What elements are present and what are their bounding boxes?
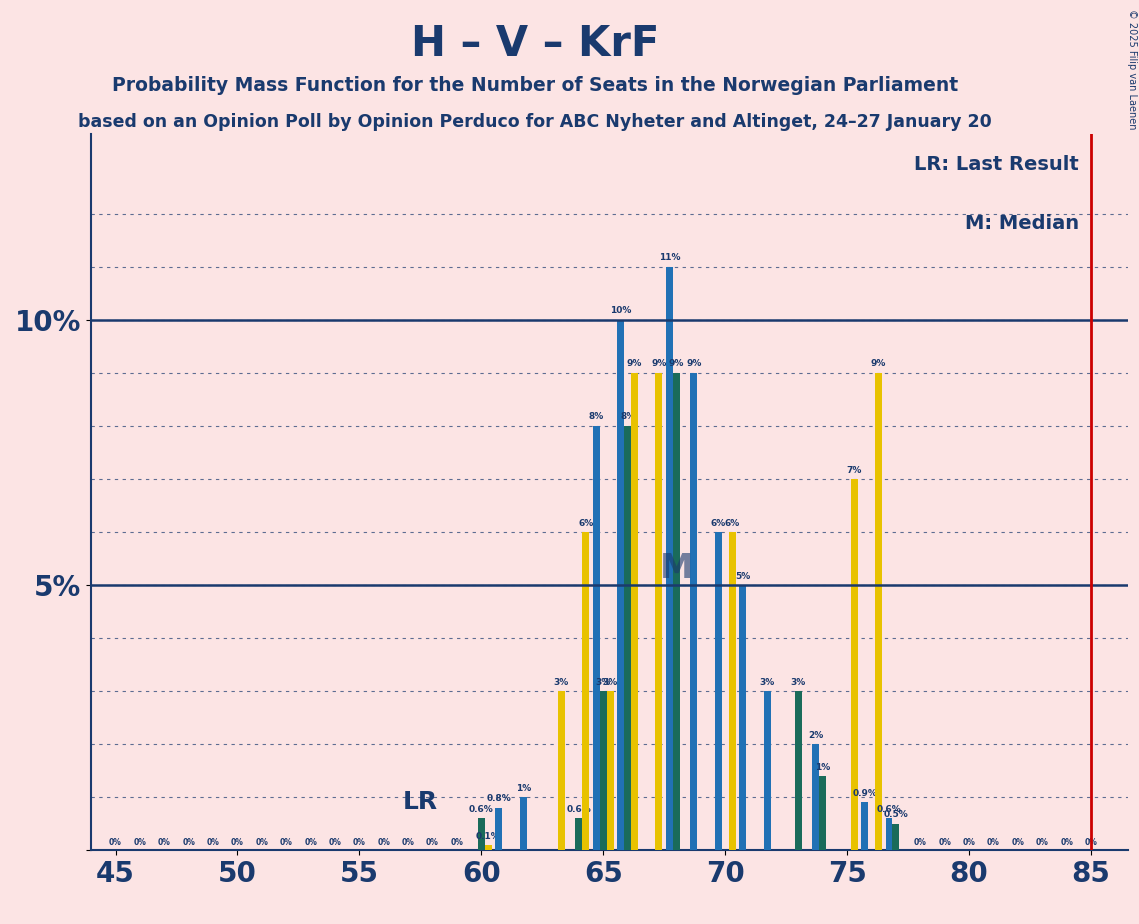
Text: 0%: 0% [1011,838,1024,847]
Text: 0.8%: 0.8% [486,795,511,803]
Text: 3%: 3% [603,677,617,687]
Bar [763,691,770,850]
Text: 0%: 0% [353,838,366,847]
Bar [666,267,673,850]
Bar [600,691,607,850]
Text: 0%: 0% [1084,838,1098,847]
Text: 0%: 0% [109,838,122,847]
Text: 6%: 6% [579,518,593,528]
Text: 0.6%: 0.6% [877,805,901,814]
Text: 3%: 3% [554,677,570,687]
Text: LR: Last Result: LR: Last Result [915,155,1079,175]
Bar [593,426,600,850]
Text: 3%: 3% [790,677,806,687]
Bar [519,797,526,850]
Bar [631,372,638,850]
Bar [558,691,565,850]
Text: 0%: 0% [1060,838,1073,847]
Bar [673,372,680,850]
Text: 0%: 0% [158,838,171,847]
Bar [851,479,858,850]
Text: 0%: 0% [206,838,220,847]
Bar [582,532,589,850]
Text: 5%: 5% [735,572,751,580]
Text: 0%: 0% [402,838,415,847]
Bar [739,585,746,850]
Bar [861,802,868,850]
Text: 1%: 1% [516,784,531,793]
Text: 0.6%: 0.6% [566,805,591,814]
Text: 9%: 9% [626,359,642,369]
Text: 0%: 0% [328,838,342,847]
Bar [795,691,802,850]
Bar [715,532,722,850]
Bar [812,744,819,850]
Text: 0%: 0% [913,838,927,847]
Bar [656,372,663,850]
Text: 0%: 0% [988,838,1000,847]
Text: 0%: 0% [939,838,951,847]
Bar [607,691,614,850]
Text: 0.9%: 0.9% [852,789,877,798]
Bar [485,845,492,850]
Bar [729,532,736,850]
Text: 0.1%: 0.1% [476,832,501,841]
Bar [478,819,485,850]
Text: © 2025 Filip van Laenen: © 2025 Filip van Laenen [1126,9,1137,129]
Text: 0%: 0% [962,838,975,847]
Bar [617,320,624,850]
Bar [875,372,882,850]
Text: 8%: 8% [620,412,636,421]
Bar [819,776,826,850]
Text: 0.6%: 0.6% [469,805,493,814]
Text: 3%: 3% [596,677,611,687]
Text: 0%: 0% [231,838,244,847]
Text: LR: LR [403,790,437,814]
Text: M: M [659,553,693,586]
Bar [893,823,900,850]
Text: 0%: 0% [1035,838,1049,847]
Text: 0%: 0% [182,838,195,847]
Text: 11%: 11% [658,253,680,262]
Text: 3%: 3% [760,677,775,687]
Bar [690,372,697,850]
Text: H – V – KrF: H – V – KrF [411,23,659,65]
Text: 6%: 6% [724,518,739,528]
Text: Probability Mass Function for the Number of Seats in the Norwegian Parliament: Probability Mass Function for the Number… [113,76,958,95]
Bar [624,426,631,850]
Text: M: Median: M: Median [965,213,1079,233]
Bar [575,819,582,850]
Text: 0%: 0% [255,838,269,847]
Text: 0%: 0% [451,838,464,847]
Text: 9%: 9% [686,359,702,369]
Text: 0.5%: 0.5% [884,810,908,820]
Text: 9%: 9% [669,359,685,369]
Text: 0%: 0% [426,838,439,847]
Text: based on an Opinion Poll by Opinion Perduco for ABC Nyheter and Altinget, 24–27 : based on an Opinion Poll by Opinion Perd… [79,113,992,130]
Text: 0%: 0% [377,838,391,847]
Text: 10%: 10% [611,307,631,315]
Text: 1%: 1% [816,762,830,772]
Text: 0%: 0% [304,838,317,847]
Text: 8%: 8% [589,412,604,421]
Text: 9%: 9% [652,359,666,369]
Text: 0%: 0% [133,838,146,847]
Bar [495,808,502,850]
Text: 9%: 9% [870,359,886,369]
Text: 0%: 0% [280,838,293,847]
Text: 6%: 6% [711,518,726,528]
Bar [885,819,893,850]
Text: 7%: 7% [846,466,862,475]
Text: 2%: 2% [809,731,823,740]
